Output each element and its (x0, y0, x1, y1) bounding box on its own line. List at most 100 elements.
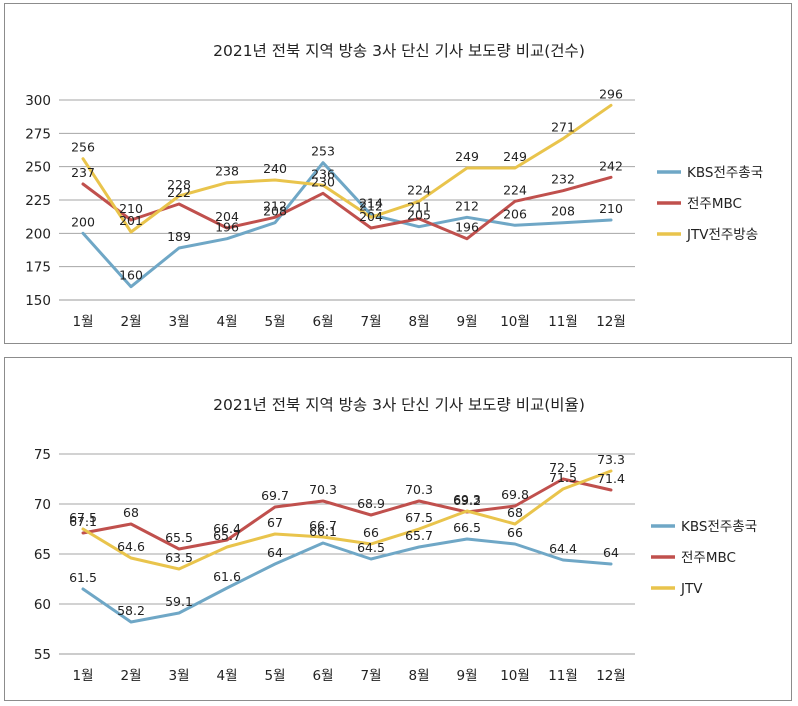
data-label: 236 (311, 166, 335, 181)
chart-title: 2021년 전북 지역 방송 3사 단신 기사 보도량 비교(비율) (213, 396, 585, 414)
chart-panel-count: 2021년 전북 지역 방송 3사 단신 기사 보도량 비교(건수) 150 17… (4, 3, 792, 344)
x-tick-label: 3월 (168, 668, 189, 684)
data-label: 210 (599, 201, 623, 216)
data-label: 206 (503, 206, 527, 221)
x-tick-label: 10월 (500, 668, 530, 684)
x-tick-label: 3월 (168, 314, 189, 330)
y-tick-label: 60 (34, 597, 51, 613)
chart-count-svg: 2021년 전북 지역 방송 3사 단신 기사 보도량 비교(건수) 150 17… (25, 42, 763, 330)
x-tick-label: 7월 (360, 314, 381, 330)
x-tick-label: 7월 (360, 668, 381, 684)
data-label: 222 (167, 185, 191, 200)
y-tick-label: 200 (25, 226, 51, 242)
x-tick-label: 9월 (456, 314, 477, 330)
data-label: 59.1 (165, 594, 193, 609)
chart-title: 2021년 전북 지역 방송 3사 단신 기사 보도량 비교(건수) (213, 42, 585, 60)
data-label: 69.3 (453, 492, 481, 507)
series-line-2 (81, 477, 613, 551)
data-label: 211 (407, 200, 431, 215)
data-label: 208 (263, 204, 287, 219)
data-label: 61.5 (69, 570, 97, 585)
data-label: 71.4 (597, 471, 625, 486)
y-tick-label: 75 (34, 447, 51, 463)
data-label: 256 (71, 140, 95, 155)
data-label: 65.7 (405, 528, 433, 543)
x-tick-label: 8월 (408, 668, 429, 684)
series-line-1 (81, 537, 613, 624)
chart-ratio-svg: 2021년 전북 지역 방송 3사 단신 기사 보도량 비교(비율) 55 60 6… (34, 396, 757, 684)
data-label: 67.5 (69, 510, 97, 525)
data-label: 69.2 (453, 493, 481, 508)
x-tick-label: 4월 (216, 668, 237, 684)
data-label: 68.9 (357, 496, 385, 511)
y-tick-label: 150 (25, 293, 51, 309)
data-label: 66.7 (309, 518, 337, 533)
x-tick-label: 11월 (548, 314, 578, 330)
data-label: 204 (359, 209, 383, 224)
data-label: 189 (167, 229, 191, 244)
data-label: 296 (599, 86, 623, 101)
data-label: 72.5 (549, 460, 577, 475)
data-label: 67 (267, 515, 283, 530)
data-label: 67.1 (69, 514, 97, 529)
data-label: 64 (267, 545, 283, 560)
data-label: 196 (215, 220, 239, 235)
y-tick-label: 70 (34, 497, 51, 513)
data-label: 160 (119, 268, 143, 283)
x-tick-label: 12월 (596, 668, 626, 684)
y-tick-label: 250 (25, 160, 51, 176)
data-label: 214 (359, 196, 383, 211)
chart-panel-ratio: 2021년 전북 지역 방송 3사 단신 기사 보도량 비교(비율) 55 60 6… (4, 357, 792, 701)
x-tick-label: 2월 (120, 314, 141, 330)
data-label: 240 (263, 161, 287, 176)
y-tick-label: 300 (25, 93, 51, 109)
legend-label-1: KBS전주총국 (681, 519, 757, 535)
data-label: 64.6 (117, 539, 145, 554)
data-label: 200 (71, 214, 95, 229)
data-label: 71.5 (549, 470, 577, 485)
legend-label-3: JTV (680, 581, 703, 597)
x-tick-label: 9월 (456, 668, 477, 684)
data-label: 228 (167, 177, 191, 192)
data-label: 61.6 (213, 569, 241, 584)
data-label: 66.4 (213, 521, 241, 536)
y-tick-label: 275 (25, 126, 51, 142)
series-line-3 (81, 103, 613, 234)
data-label: 271 (551, 120, 575, 135)
data-label: 201 (119, 213, 143, 228)
data-label: 64.5 (357, 540, 385, 555)
data-label: 238 (215, 164, 239, 179)
data-label: 69.7 (261, 488, 289, 503)
y-tick-label: 65 (34, 547, 51, 563)
data-label: 66 (363, 525, 379, 540)
y-tick-label: 225 (25, 193, 51, 209)
y-tick-label: 175 (25, 260, 51, 276)
legend-label-3: JTV전주방송 (686, 227, 758, 243)
data-label: 224 (503, 182, 527, 197)
data-label: 232 (551, 172, 575, 187)
x-tick-label: 8월 (408, 314, 429, 330)
data-label: 68 (507, 505, 523, 520)
x-tick-label: 2월 (120, 668, 141, 684)
data-label: 237 (71, 165, 95, 180)
data-label: 249 (455, 149, 479, 164)
x-tick-label: 12월 (596, 314, 626, 330)
data-label: 210 (119, 201, 143, 216)
data-label: 242 (599, 158, 623, 173)
data-label: 65.7 (213, 528, 241, 543)
data-label: 58.2 (117, 603, 145, 618)
data-label: 249 (503, 149, 527, 164)
x-tick-label: 6월 (312, 314, 333, 330)
data-label: 73.3 (597, 452, 625, 467)
data-label: 212 (359, 198, 383, 213)
data-label: 205 (407, 208, 431, 223)
x-tick-label: 1월 (72, 314, 93, 330)
legend-label-1: KBS전주총국 (687, 165, 763, 181)
series-line-3 (81, 469, 613, 571)
data-label: 253 (311, 144, 335, 159)
data-label: 66.1 (309, 524, 337, 539)
x-tick-label: 5월 (264, 314, 285, 330)
data-label: 66.5 (453, 520, 481, 535)
data-label: 230 (311, 174, 335, 189)
series-line-2 (81, 175, 613, 241)
